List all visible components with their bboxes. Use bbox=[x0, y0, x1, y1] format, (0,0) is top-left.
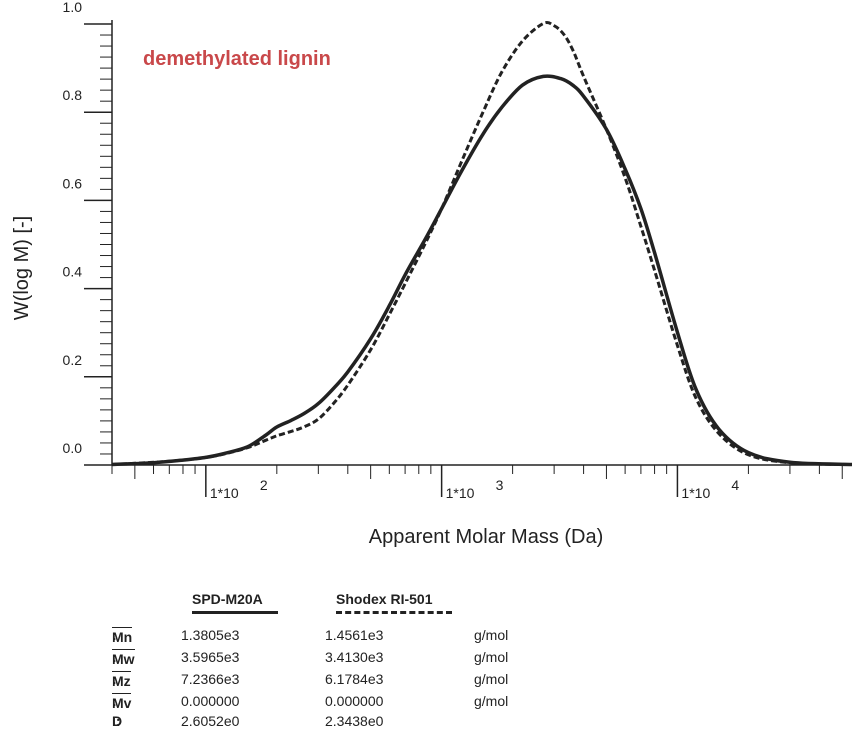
series-line-spd bbox=[111, 74, 852, 467]
y-tick-label: 1.0 bbox=[63, 0, 83, 15]
stat-label: Mv bbox=[112, 693, 132, 711]
y-tick-label: 0.2 bbox=[63, 352, 83, 368]
stats-row-mw: Mw : 3.5965e3 3.4130e3 g/mol bbox=[112, 649, 509, 667]
stat-unit: g/mol bbox=[474, 693, 509, 709]
stat-value-spd: 7.2366e3 bbox=[181, 671, 240, 687]
x-tick-exponent: 4 bbox=[731, 477, 739, 493]
x-tick-exponent: 3 bbox=[496, 477, 504, 493]
statistics-table: SPD-M20A Shodex RI-501 Mn : 1.3805e3 1.4… bbox=[0, 585, 852, 731]
stats-row-d: D : 2.6052e0 2.3438e0 bbox=[112, 713, 384, 729]
column-header-shodex: Shodex RI-501 bbox=[336, 591, 452, 614]
dashed-line-key bbox=[336, 611, 452, 614]
x-tick-label: 1*10 bbox=[446, 485, 475, 501]
stat-value-shodex: 1.4561e3 bbox=[325, 627, 384, 643]
stats-row-mv: Mv : 0.000000 0.000000 g/mol bbox=[112, 693, 509, 711]
x-tick-exponent: 2 bbox=[260, 477, 268, 493]
stat-label: D bbox=[112, 713, 123, 729]
stat-unit: g/mol bbox=[474, 627, 509, 643]
x-axis-label: Apparent Molar Mass (Da) bbox=[369, 526, 604, 548]
column-header-shodex-label: Shodex RI-501 bbox=[336, 591, 433, 607]
chart-annotation: demethylated lignin bbox=[143, 48, 331, 70]
stat-value-spd: 1.3805e3 bbox=[181, 627, 240, 643]
column-header-spd: SPD-M20A bbox=[192, 591, 278, 614]
stat-value-shodex: 6.1784e3 bbox=[325, 671, 384, 687]
solid-line-key bbox=[192, 611, 278, 614]
stat-value-spd: 3.5965e3 bbox=[181, 649, 240, 665]
stats-row-mz: Mz : 7.2366e3 6.1784e3 g/mol bbox=[112, 671, 509, 689]
y-tick-label: 0.6 bbox=[63, 175, 83, 191]
stat-value-shodex: 0.000000 bbox=[325, 693, 384, 709]
y-tick-label: 0.8 bbox=[63, 87, 83, 103]
stat-value-shodex: 2.3438e0 bbox=[325, 713, 384, 729]
y-axis-label: W(log M) [-] bbox=[11, 216, 33, 320]
x-tick-label: 1*10 bbox=[681, 485, 710, 501]
chart: 0.0 0.2 0.4 0.6 0.8 1.0 1*10 2 1*10 3 1*10 4 Apparen… bbox=[11, 0, 852, 548]
stat-label: Mw bbox=[112, 649, 135, 667]
stat-label: Mn bbox=[112, 627, 133, 645]
stat-label: Mz bbox=[112, 671, 131, 689]
y-tick-label: 0.4 bbox=[63, 264, 83, 280]
stat-value-spd: 0.000000 bbox=[181, 693, 240, 709]
stat-value-spd: 2.6052e0 bbox=[181, 713, 240, 729]
stats-row-mn: Mn : 1.3805e3 1.4561e3 g/mol bbox=[112, 627, 509, 645]
series-line-shodex bbox=[111, 20, 852, 466]
stat-unit: g/mol bbox=[474, 649, 509, 665]
stat-unit: g/mol bbox=[474, 671, 509, 687]
stat-value-shodex: 3.4130e3 bbox=[325, 649, 384, 665]
column-header-spd-label: SPD-M20A bbox=[192, 591, 263, 607]
x-tick-label: 1*10 bbox=[210, 485, 239, 501]
y-tick-label: 0.0 bbox=[63, 440, 83, 456]
